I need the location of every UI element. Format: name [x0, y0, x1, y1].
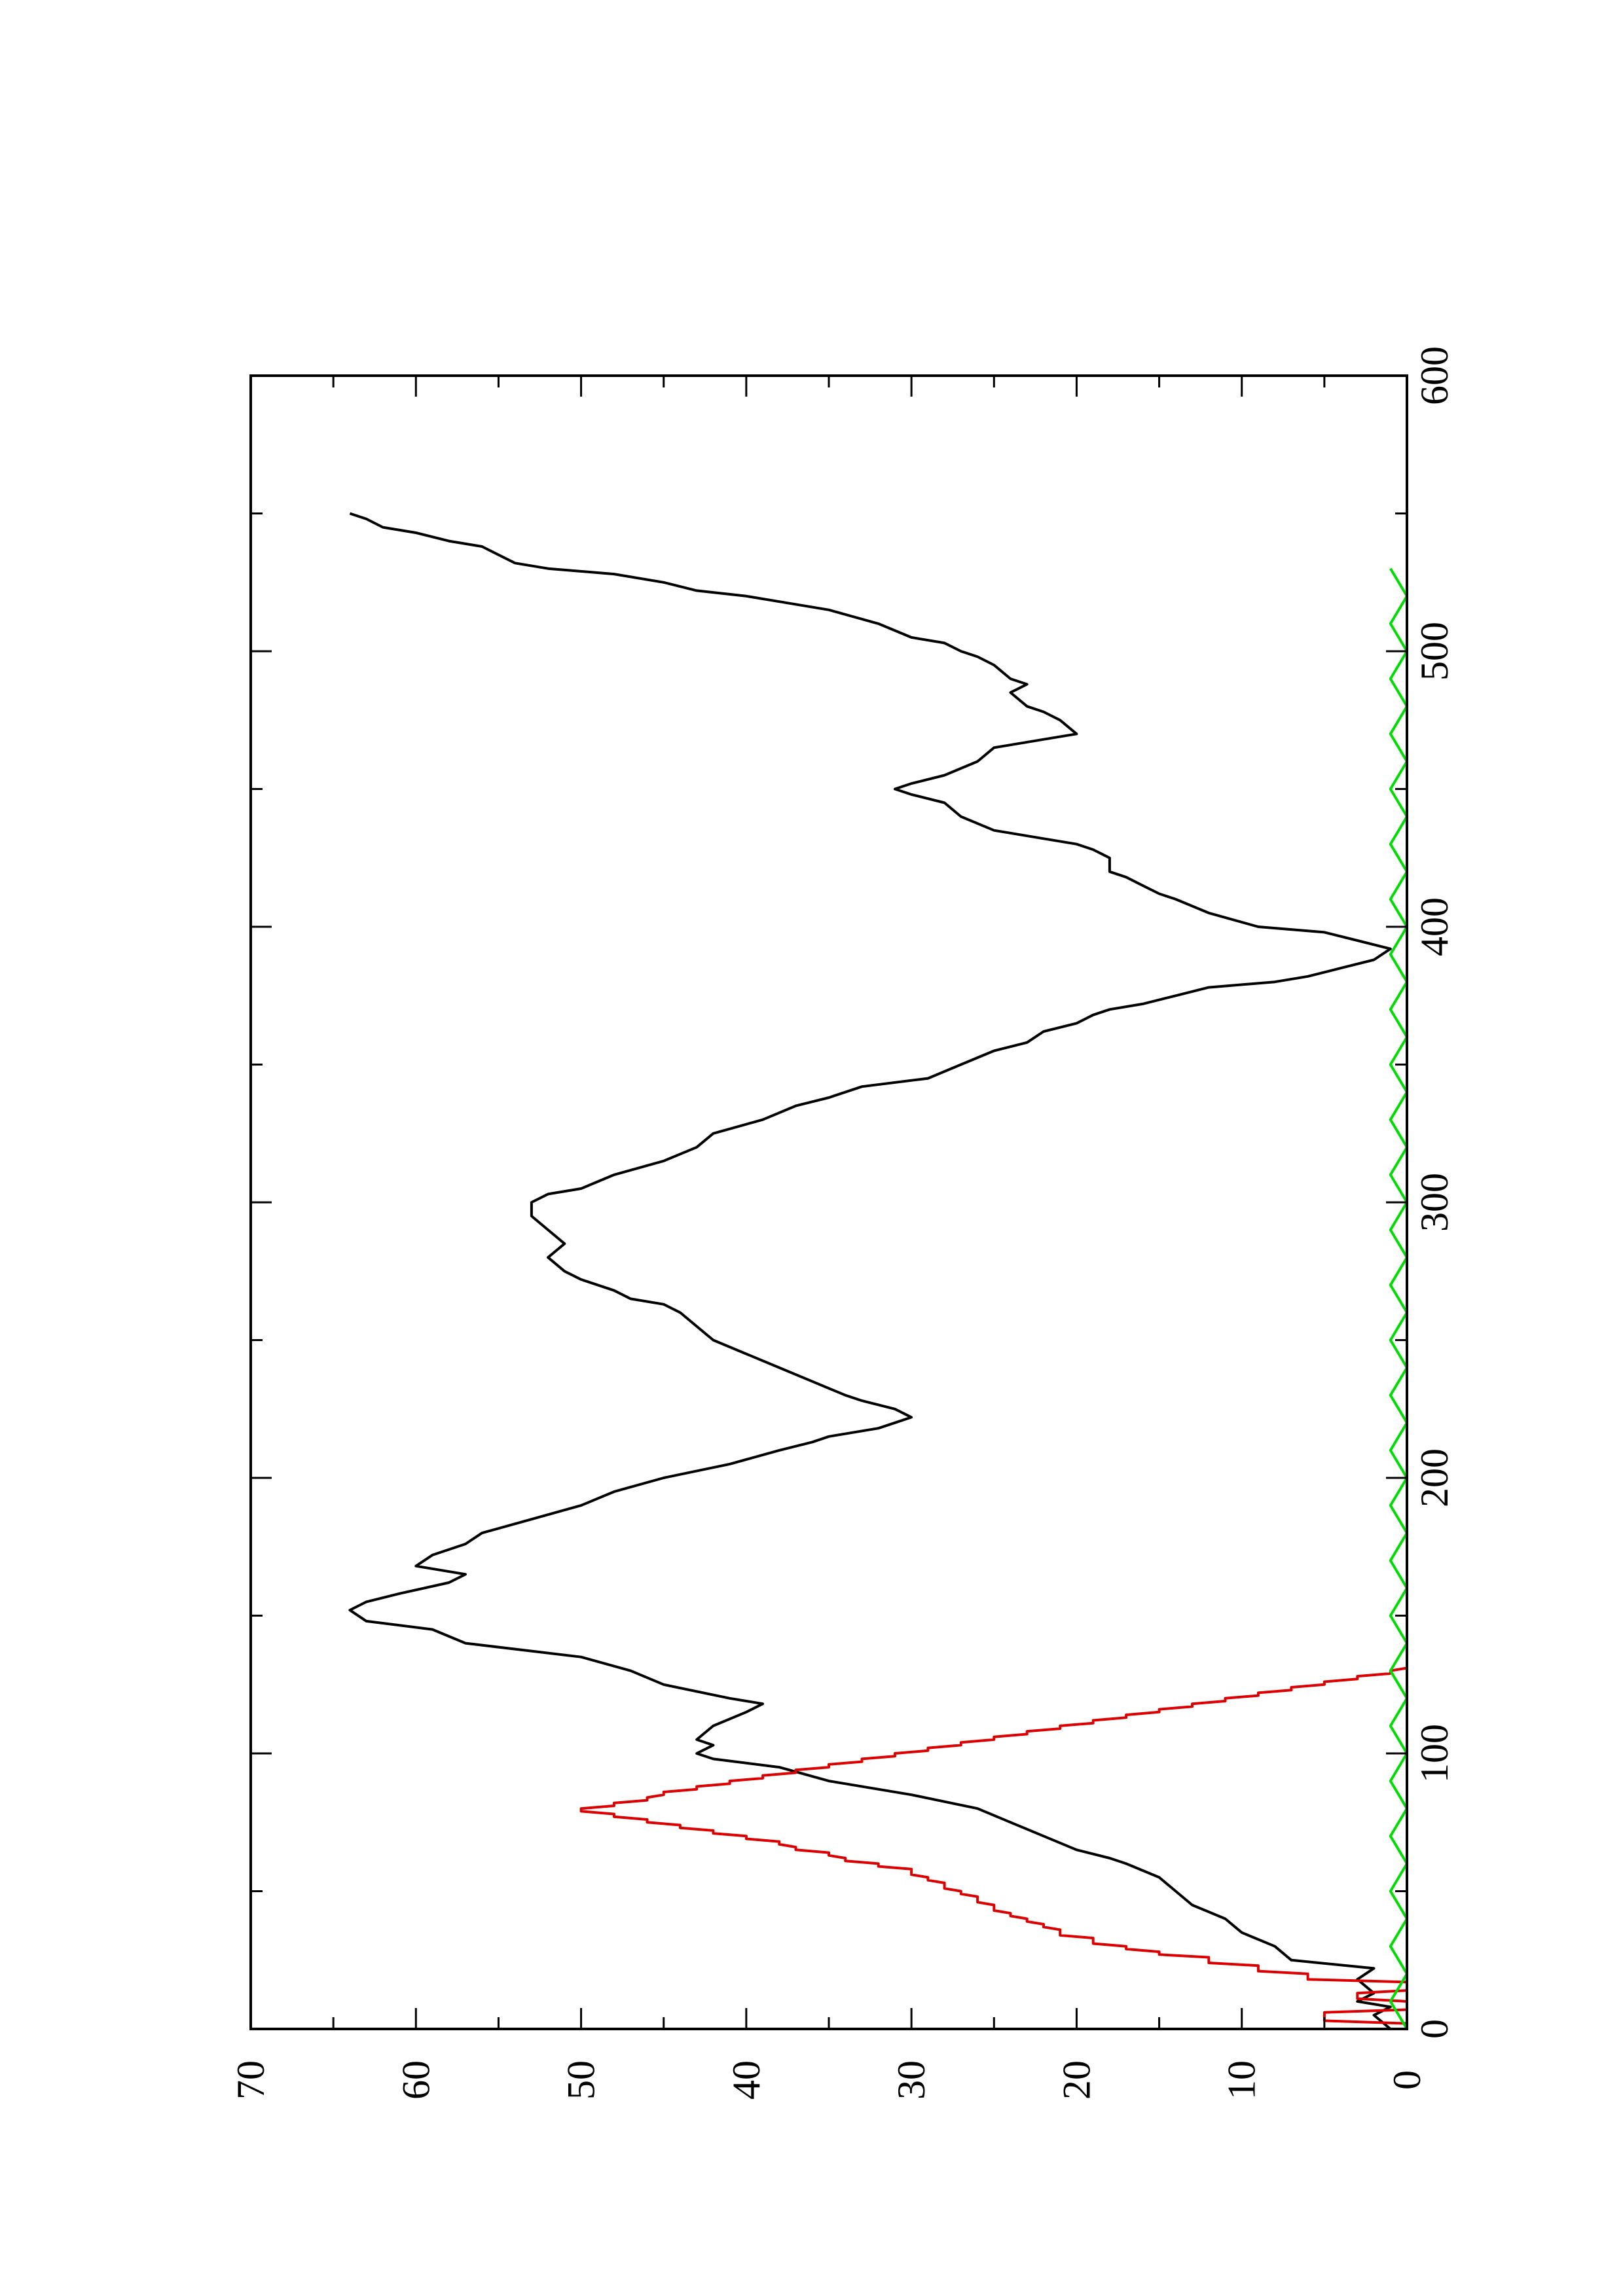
x-tick-label: 100	[1413, 1724, 1456, 1783]
x-tick-label: 300	[1413, 1173, 1456, 1232]
y-tick-label: 70	[229, 2060, 272, 2100]
x-tick-label: 0	[1413, 2019, 1456, 2039]
x-tick-label: 600	[1413, 346, 1456, 405]
y-tick-label: 0	[1385, 2070, 1429, 2090]
y-tick-label: 10	[1220, 2060, 1264, 2100]
series-layer	[348, 512, 1408, 2030]
plot-frame	[249, 374, 1408, 2030]
x-tick-label: 200	[1413, 1448, 1456, 1507]
x-tick-label: 500	[1413, 622, 1456, 681]
y-tick-label: 50	[560, 2060, 603, 2100]
x-tick-label: 400	[1413, 897, 1456, 956]
y-tick-label: 20	[1055, 2060, 1098, 2100]
y-tick-label: 60	[394, 2060, 437, 2100]
tick-label-layer: 0 100 200 300 400 500 600 0 10 20 30 40 50 60 70	[229, 346, 1456, 2100]
y-tick-label: 30	[890, 2060, 933, 2100]
series-line-3	[1389, 567, 1408, 2030]
y-tick-label: 40	[725, 2060, 768, 2100]
series-line-2	[579, 1665, 1408, 2029]
series-line-1	[348, 512, 1392, 2030]
